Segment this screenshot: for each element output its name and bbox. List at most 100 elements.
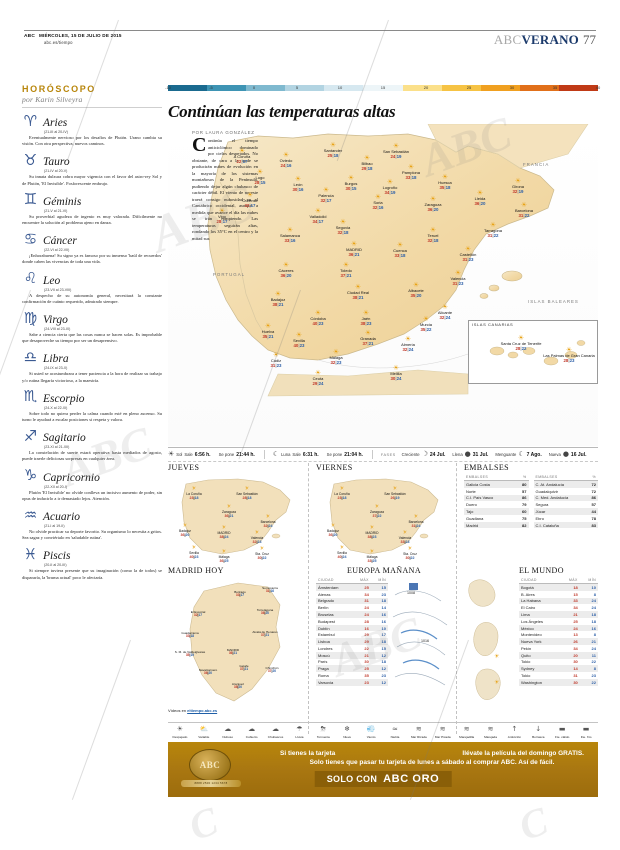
reservoir-name: Tajo [464, 508, 515, 515]
city-min: 17 [222, 219, 228, 224]
city-min: 10 [370, 624, 388, 632]
city-max: 33 [400, 539, 405, 544]
legend-label: Fte. frío [580, 734, 592, 739]
table-row: México 24 16 [519, 624, 598, 632]
city-name: Palencia [318, 193, 334, 198]
sign-dates: (23-XI al 21-XII) [44, 445, 70, 450]
city-max: 31 [573, 673, 578, 679]
city-name: El Cairo [521, 605, 536, 611]
city-temps: 38|21 [352, 295, 364, 300]
city-name: Logroño [382, 185, 398, 190]
moon-info: ☾ Luna Sale 6:31 h. Se pone 21:04 h. [273, 451, 363, 458]
map-city: ☀ Cáceres 36|20 [279, 262, 294, 279]
embalses-header-name-2: EMBALSES [533, 474, 586, 481]
panel-embalses: EMBALSES EMBALSES % Galicia Costa 80 Norte… [464, 463, 598, 529]
city-name: Las Palmas de Gran Canaria [543, 353, 595, 358]
city-max: 23 [352, 678, 371, 686]
city-temps: 32|17 [244, 203, 256, 208]
city-temps: 30|22 [257, 555, 267, 560]
map-city: ☀ Málaga 32|23 [329, 349, 342, 366]
city-name: Quito [519, 651, 560, 659]
sun-icon: ☀ [314, 207, 322, 215]
canarias-map-shape [489, 340, 586, 366]
map-city: ☀ Tarragona 31|22 [483, 222, 503, 239]
city-temps: 32|24 [402, 347, 414, 352]
reservoir-name: Júcar [533, 508, 586, 515]
table-row: La Habana 33 24 [519, 597, 598, 605]
videos-link[interactable]: eltiempo.abc.es [187, 708, 218, 713]
city-min: 20 [480, 201, 486, 206]
sign-text: No olvide practicar su deporte favorito.… [22, 529, 162, 541]
legend-label: Despejado [172, 734, 188, 739]
sun-icon: ☀ [221, 549, 227, 555]
sign-dates: (22-XII al 20-I) [44, 484, 67, 489]
banner-cta[interactable]: SOLO CON ABC ORO [314, 771, 452, 787]
city-max: 24 [390, 154, 396, 159]
sign-name: Piscis [43, 550, 71, 563]
legend-item: ≋ Mar Rizada [407, 725, 431, 739]
scale-tick: 15 [380, 85, 386, 90]
card-disc: ABC [189, 749, 231, 781]
reservoir-pct: 60 [514, 508, 529, 515]
sign-text: Eventualmente nervioso por los desafíos … [22, 135, 162, 147]
scale-segment [363, 85, 403, 91]
horoscope-sign: ♐ Sagitario (23-XI al 21-XII) La constelaci… [22, 428, 162, 463]
city-min: 22 [521, 346, 527, 351]
masthead-right: ABCVERANO 77 [494, 31, 596, 49]
scale-tick: 10 [337, 85, 343, 90]
city-temps: 36|20 [280, 273, 292, 278]
scale-tick: 40 [595, 85, 601, 90]
sun-icon: ☀ [392, 142, 400, 150]
city-min: 12 [370, 651, 388, 659]
card-strip: 8888 2500 1234 5678 [181, 780, 241, 787]
table-row: Praga 25 12 [316, 665, 388, 673]
city-max: 37 [372, 513, 377, 518]
moon-label: Luna [281, 452, 291, 457]
horoscope-sign: ♈ Aries (21-III al 20-IV) Eventualmente ner… [22, 113, 162, 148]
europa-header-max: MÁX [352, 577, 371, 584]
city-min: 23 [468, 257, 474, 262]
city-max: 14 [559, 665, 580, 673]
sun-icon: ☀ [565, 346, 573, 354]
sign-text: Su innata dulzura cobra mayor vigencia c… [22, 174, 162, 186]
spain-map-shape [168, 124, 598, 446]
abc-oro-banner[interactable]: ABC 8888 2500 1234 5678 Si tienes la tar… [168, 742, 598, 797]
legend-item: ≋ Marejadilla [455, 725, 479, 739]
moon-phase-list: Creciente ☽ 24 Jul. Llena ● 31 Jul. Menguante ☾… [402, 451, 594, 458]
masthead-url[interactable]: abc.es/tiempo [44, 39, 73, 45]
sun-icon: ☀ [265, 514, 271, 520]
point-min: 20 [208, 671, 213, 676]
city-temps: 40|23 [189, 554, 199, 559]
map-city: ☀ Granada 37|21 [360, 330, 376, 347]
city-max: 13 [573, 632, 578, 638]
city-min: 23 [194, 554, 199, 559]
map-city: ☀ Valencia 33|23 [399, 530, 411, 544]
sun-icon: ☀ [429, 195, 437, 203]
table-row: Galicia Costa 80 [464, 480, 529, 488]
city-min: 25 [372, 558, 377, 563]
table-row: Lisboa 29 18 [316, 638, 388, 646]
table-row: Budapest 28 16 [316, 618, 388, 625]
city-max: 28 [515, 346, 521, 351]
city-temps: 28|17 [216, 219, 228, 224]
legend-icon: ☁ [224, 725, 232, 733]
point-min: 20 [272, 669, 277, 674]
city-temps: 26|19 [390, 495, 400, 500]
city-name: Tarragona [483, 228, 503, 233]
city-max: 31 [518, 213, 524, 218]
map-city: ☀ Zaragoza 36|20 [425, 195, 442, 213]
sun-icon: ☀ [407, 163, 415, 171]
banner-line1-right: llévate la película del domingo GRATIS. [462, 750, 584, 757]
city-temps: 32|18 [337, 230, 349, 235]
city-max: 33 [367, 558, 372, 563]
map-city: ☀ Cuenca 33|18 [393, 242, 407, 259]
point-name: El Escorial [190, 610, 206, 614]
reservoir-name: Ebro [535, 515, 544, 521]
legend-item: ↑ Anticiclón [502, 725, 526, 739]
city-max: 40 [293, 343, 299, 348]
point-min: 18 [190, 634, 195, 639]
sun-icon: ☀ [339, 545, 345, 551]
city-name: Londres [318, 645, 333, 651]
city-name: Ámsterdam [316, 583, 353, 591]
city-name: Málaga [218, 554, 230, 559]
